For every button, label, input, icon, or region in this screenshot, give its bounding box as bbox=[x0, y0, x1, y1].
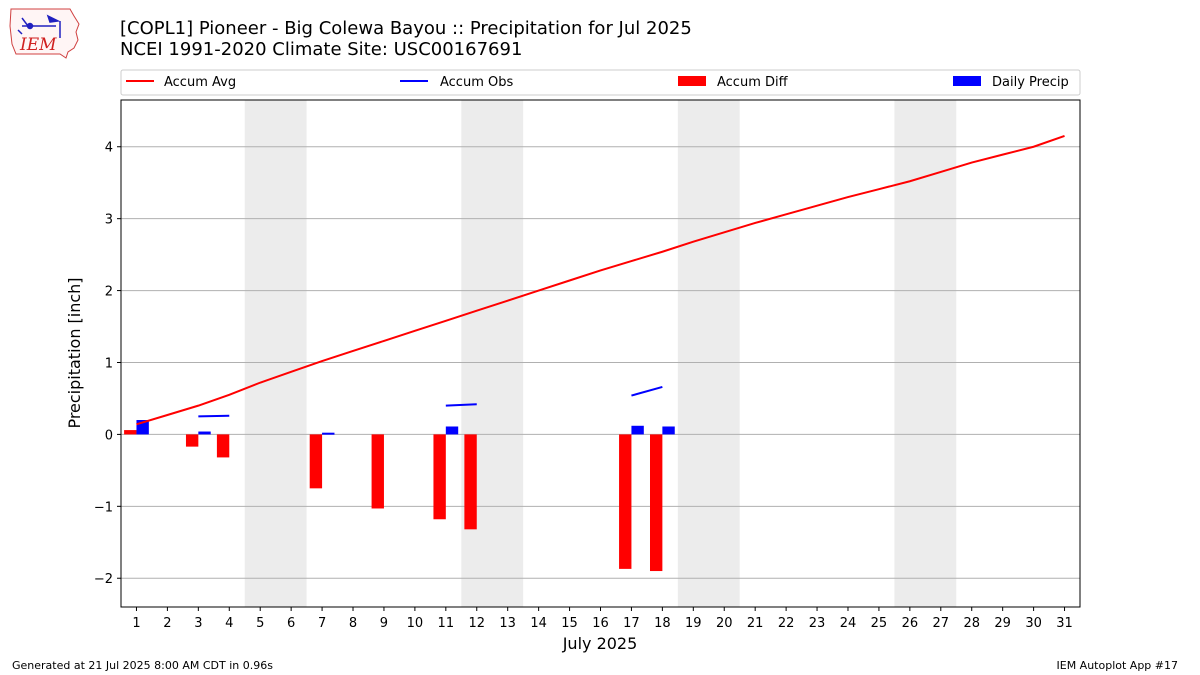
accum-diff-bar bbox=[464, 434, 477, 530]
logo-text: IEM bbox=[19, 35, 57, 55]
y-axis-label: Precipitation [inch] bbox=[65, 277, 84, 428]
iowa-outline-icon bbox=[9, 8, 80, 59]
x-tick-label: 1 bbox=[132, 616, 140, 631]
x-tick-label: 10 bbox=[407, 616, 424, 631]
y-tick-label: 4 bbox=[105, 141, 113, 156]
app-label: IEM Autoplot App #17 bbox=[1056, 659, 1179, 672]
x-tick-label: 17 bbox=[623, 616, 640, 631]
x-tick-label: 21 bbox=[747, 616, 764, 631]
daily-precip-bar bbox=[631, 425, 644, 435]
legend: Accum Avg Accum Obs Accum Diff Daily Pre… bbox=[120, 69, 1081, 96]
accum-diff-bar bbox=[185, 434, 199, 447]
x-axis-label: July 2025 bbox=[562, 634, 638, 653]
accum-obs-line bbox=[631, 385, 663, 397]
bars bbox=[124, 420, 675, 572]
y-tick-label: 1 bbox=[105, 356, 113, 371]
y-tick-label: 2 bbox=[105, 285, 113, 300]
legend-label-daily-precip: Daily Precip bbox=[992, 75, 1069, 90]
x-tick-label: 13 bbox=[499, 616, 516, 631]
weekend-shading bbox=[244, 100, 957, 607]
x-tick-label: 5 bbox=[256, 616, 264, 631]
x-tick-label: 31 bbox=[1056, 616, 1073, 631]
x-tick-label: 4 bbox=[225, 616, 233, 631]
accum-diff-bar bbox=[619, 434, 632, 569]
weekend-band bbox=[677, 100, 740, 607]
x-tick-label: 8 bbox=[349, 616, 357, 631]
title-line-2: NCEI 1991-2020 Climate Site: USC00167691 bbox=[120, 39, 523, 60]
lines bbox=[136, 135, 1065, 435]
x-axis-ticks: 1 2 3 4 5 6 7 8 9 10 11 12 13 14 15 16 17 18 19 20 21 22 23 24 2… bbox=[132, 607, 1073, 631]
x-tick-label: 19 bbox=[685, 616, 702, 631]
accum-avg-line bbox=[136, 135, 1065, 426]
legend-label-accum-avg: Accum Avg bbox=[164, 75, 236, 90]
x-tick-label: 7 bbox=[318, 616, 326, 631]
legend-label-accum-obs: Accum Obs bbox=[440, 75, 513, 90]
x-tick-label: 23 bbox=[809, 616, 826, 631]
accum-diff-bar bbox=[649, 434, 663, 572]
legend-swatch-daily-precip bbox=[953, 76, 981, 86]
accum-diff-bar bbox=[309, 434, 323, 489]
legend-swatch-accum-diff bbox=[678, 76, 706, 86]
weather-station-icon bbox=[17, 14, 61, 38]
y-tick-label: 0 bbox=[105, 428, 113, 443]
iem-logo: IEM bbox=[9, 8, 80, 59]
x-tick-label: 2 bbox=[163, 616, 171, 631]
weekend-band bbox=[461, 100, 524, 607]
generated-timestamp: Generated at 21 Jul 2025 8:00 AM CDT in … bbox=[12, 659, 273, 672]
y-tick-label: 3 bbox=[105, 213, 113, 228]
accum-diff-bar bbox=[124, 430, 137, 435]
daily-precip-bar bbox=[198, 431, 211, 435]
daily-precip-bar bbox=[445, 426, 459, 435]
x-tick-label: 20 bbox=[716, 616, 733, 631]
accum-diff-bar bbox=[216, 434, 230, 458]
x-tick-label: 30 bbox=[1025, 616, 1042, 631]
accum-diff-bar bbox=[371, 434, 384, 509]
grid-lines bbox=[121, 146, 1080, 579]
x-tick-label: 12 bbox=[468, 616, 485, 631]
x-tick-label: 15 bbox=[561, 616, 578, 631]
x-tick-label: 24 bbox=[840, 616, 857, 631]
daily-precip-bar bbox=[662, 426, 675, 435]
x-tick-label: 26 bbox=[902, 616, 919, 631]
y-axis-ticks: −2 −1 0 1 2 3 4 bbox=[94, 141, 121, 587]
x-tick-label: 11 bbox=[438, 616, 455, 631]
title-line-1: [COPL1] Pioneer - Big Colewa Bayou :: Pr… bbox=[120, 18, 692, 39]
y-tick-label: −2 bbox=[94, 572, 113, 587]
x-tick-label: 16 bbox=[592, 616, 609, 631]
accum-obs-line bbox=[198, 414, 230, 418]
x-tick-label: 18 bbox=[654, 616, 671, 631]
x-tick-label: 22 bbox=[778, 616, 795, 631]
x-tick-label: 3 bbox=[194, 616, 202, 631]
x-tick-label: 9 bbox=[380, 616, 388, 631]
x-tick-label: 6 bbox=[287, 616, 295, 631]
weekend-band bbox=[244, 100, 307, 607]
accum-diff-bar bbox=[433, 434, 446, 520]
chart-title: [COPL1] Pioneer - Big Colewa Bayou :: Pr… bbox=[120, 18, 692, 60]
legend-label-accum-diff: Accum Diff bbox=[717, 75, 789, 90]
x-tick-label: 28 bbox=[963, 616, 980, 631]
x-tick-label: 27 bbox=[933, 616, 950, 631]
weekend-band bbox=[894, 100, 957, 607]
legend-frame bbox=[120, 69, 1081, 96]
accum-obs-line bbox=[445, 403, 477, 407]
x-tick-label: 29 bbox=[994, 616, 1011, 631]
x-tick-label: 25 bbox=[871, 616, 888, 631]
x-tick-label: 14 bbox=[530, 616, 547, 631]
y-tick-label: −1 bbox=[94, 500, 113, 515]
